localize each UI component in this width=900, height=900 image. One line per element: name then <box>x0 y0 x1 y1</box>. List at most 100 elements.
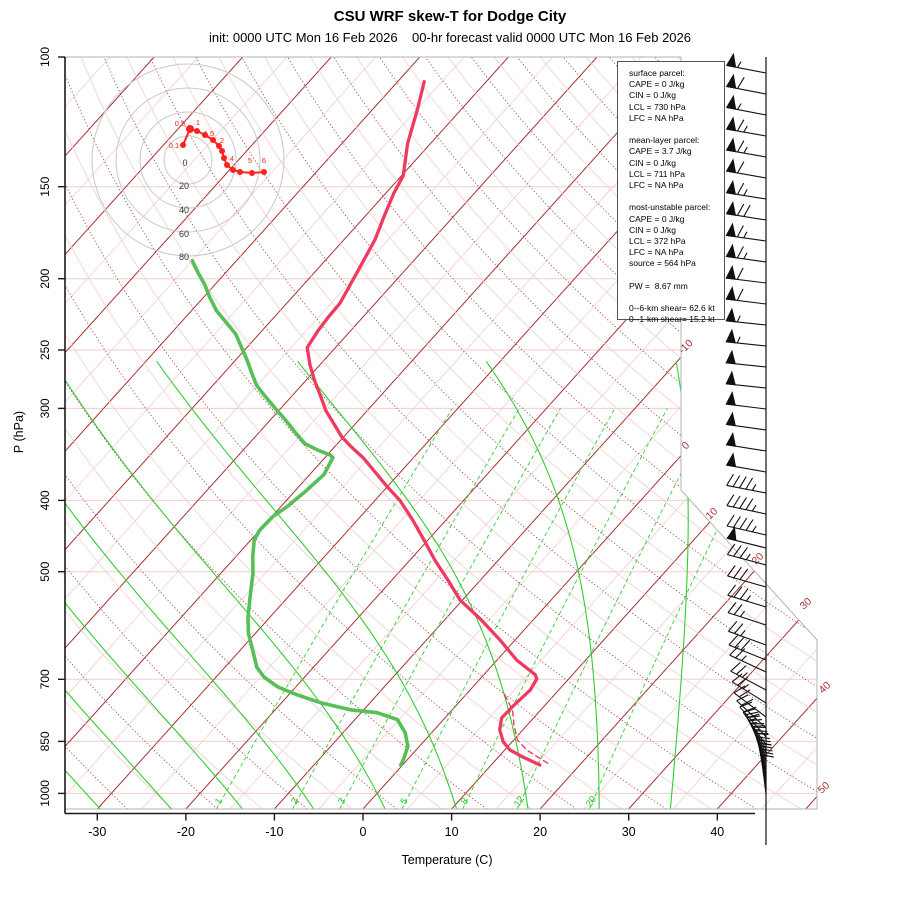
isotherm-line <box>65 57 288 809</box>
isotherm-line <box>672 57 817 809</box>
wind-barb <box>725 265 767 284</box>
isotherm-line <box>65 57 509 809</box>
dry-adiabat-line <box>65 57 443 809</box>
hodograph-point <box>180 142 186 148</box>
isotherm-line <box>65 57 465 809</box>
parcel-trace-line <box>503 694 549 764</box>
moist-adiabat-line <box>485 360 600 809</box>
temperature-tick-label: -20 <box>177 825 195 839</box>
hodograph-height-label: 1.5 <box>204 129 214 138</box>
mixing-ratio-label: 8 <box>459 796 471 807</box>
isotherm-label: 0 <box>680 439 693 452</box>
mixing-ratio-line <box>216 408 453 809</box>
info-line: PW = 8.67 mm <box>629 280 688 291</box>
isotherm-line <box>65 57 553 809</box>
temperature-profile-line <box>305 79 542 767</box>
hodograph-height-label: 4 <box>230 154 234 163</box>
wind-barb <box>726 494 767 515</box>
mixing-ratio-line <box>462 408 668 809</box>
wind-barb <box>726 543 767 566</box>
hodograph-point <box>216 143 222 149</box>
wind-barb <box>726 473 767 494</box>
page-title: CSU WRF skew-T for Dodge City <box>333 8 567 25</box>
wind-barb <box>728 635 767 661</box>
mixing-ratio-labels: 1 2 3 5 8 12 20 <box>213 794 599 809</box>
dry-adiabat-line <box>65 57 577 809</box>
hodograph-point <box>261 169 267 175</box>
moist-adiabat-line <box>65 361 386 809</box>
mixing-ratio-line <box>339 408 561 809</box>
dry-adiabat-line <box>287 57 817 809</box>
axes <box>64 57 755 815</box>
info-line: 0--1-km shear= 15.2 kt <box>629 314 715 325</box>
wind-barb <box>727 584 767 608</box>
wind-barb <box>760 753 774 795</box>
wind-barb <box>725 73 767 95</box>
pressure-tick-label: 250 <box>38 340 52 360</box>
info-line: CIN = 0 J/kg <box>629 224 677 235</box>
hodograph-point <box>210 137 216 143</box>
pressure-tick-label: 1000 <box>38 780 52 807</box>
temperature-tick-label: 40 <box>710 825 724 839</box>
wind-barb <box>727 565 767 588</box>
info-line: mean-layer parcel: <box>629 135 700 146</box>
mixing-ratio-line <box>516 408 715 809</box>
hodograph-height-label: 0.5 <box>175 119 185 128</box>
mixing-ratio-label: 2 <box>289 796 301 807</box>
moist-adiabat-line <box>156 360 458 809</box>
wind-barb <box>726 514 767 536</box>
moist-adiabat-line <box>297 360 529 809</box>
pressure-tick-label: 200 <box>38 268 52 288</box>
isotherm-line <box>495 57 817 809</box>
isotherm-label: 40 <box>817 679 834 696</box>
hodograph-height-label: 5 <box>248 156 252 165</box>
dry-adiabat-line <box>65 57 712 809</box>
dry-adiabat-line <box>218 57 817 809</box>
hodograph-ring-label: 80 <box>179 252 189 262</box>
mixing-ratio-label: 5 <box>398 796 410 807</box>
isotherm-line <box>628 57 817 809</box>
isotherm-line <box>65 57 686 809</box>
hodograph-point <box>221 155 227 161</box>
info-line <box>629 124 724 135</box>
hodograph-ring-label: 0 <box>182 158 187 168</box>
wind-barb <box>725 307 767 326</box>
mixing-ratio-line <box>401 408 616 809</box>
isotherm-line <box>65 57 421 809</box>
wind-barb <box>725 286 767 305</box>
wind-barb <box>725 222 767 242</box>
isotherm-label: 50 <box>816 779 833 796</box>
hodograph-point <box>224 162 230 168</box>
info-line: CAPE = 3.7 J/kg <box>629 146 692 157</box>
info-line: CAPE = 0 J/kg <box>629 79 685 90</box>
pressure-tick-label: 500 <box>38 561 52 581</box>
dry-adiabat-line <box>65 57 667 809</box>
isotherm-line <box>850 57 900 809</box>
moist-adiabat-line <box>65 361 315 809</box>
info-line: LFC = NA hPa <box>629 180 684 191</box>
dry-adiabat-line <box>103 57 817 809</box>
dry-adiabat-line <box>470 57 817 809</box>
isotherm-line <box>65 57 199 809</box>
isotherm-line <box>318 57 817 809</box>
wind-barb <box>730 662 767 691</box>
wind-barb <box>725 452 767 473</box>
mixing-ratio-label: 3 <box>336 796 348 807</box>
wind-barb <box>725 370 767 389</box>
temperature-tick-label: -10 <box>265 825 283 839</box>
hodograph-point <box>230 167 236 173</box>
isotherm-label: 30 <box>798 595 815 612</box>
info-line <box>629 270 724 281</box>
dry-adiabat-line <box>241 57 817 809</box>
dry-adiabat-line <box>493 57 817 809</box>
mixing-ratio-label: 20 <box>584 794 599 809</box>
wind-barb <box>727 621 767 646</box>
dry-adiabat-line <box>65 57 263 809</box>
dry-adiabat-line <box>195 57 817 809</box>
temperature-tick-label: 30 <box>622 825 636 839</box>
hodograph-height-label: 1 <box>196 118 200 127</box>
hodograph-point <box>202 132 208 138</box>
mixing-ratio-label: 12 <box>512 794 527 809</box>
info-line: surface parcel: <box>629 68 685 78</box>
